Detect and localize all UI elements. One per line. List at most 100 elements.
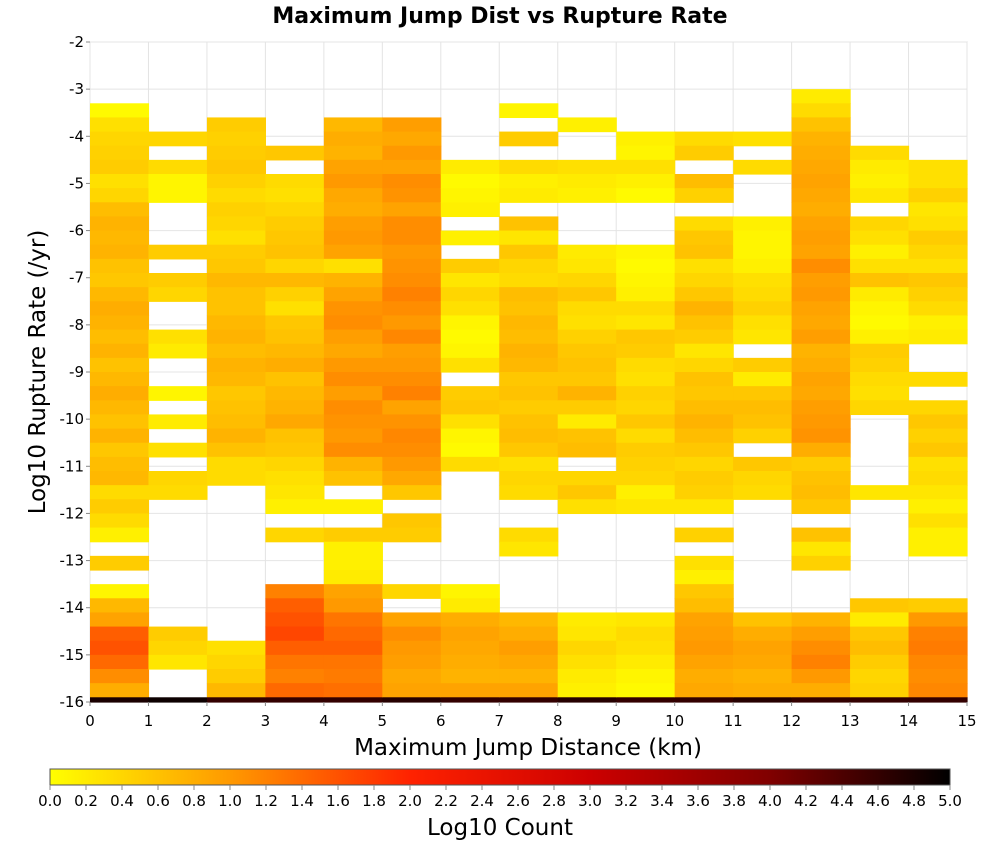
heatmap-cell bbox=[616, 654, 676, 670]
heatmap-cell bbox=[850, 598, 910, 614]
heatmap-cell bbox=[90, 527, 150, 543]
heatmap-cell bbox=[850, 287, 910, 302]
colorbar-tick-label: 4.8 bbox=[902, 792, 926, 810]
x-axis-ticks: 0 1 2 3 4 5 6 7 8 9 10 11 12 13 14 15 bbox=[85, 702, 977, 730]
heatmap-cell bbox=[616, 329, 676, 345]
heatmap-cell bbox=[791, 527, 851, 543]
heatmap-cell bbox=[733, 329, 793, 345]
heatmap-cell bbox=[206, 654, 267, 670]
heatmap-cell bbox=[382, 414, 442, 430]
heatmap-cell bbox=[499, 329, 559, 345]
heatmap-cell bbox=[674, 456, 734, 472]
heatmap-cell bbox=[90, 386, 150, 401]
heatmap-cell bbox=[206, 428, 267, 444]
heatmap-cell bbox=[908, 683, 968, 698]
heatmap-cell bbox=[674, 485, 734, 500]
heatmap-cell bbox=[908, 301, 968, 317]
heatmap-cell bbox=[499, 640, 559, 656]
heatmap-cell bbox=[850, 669, 910, 684]
heatmap-cell bbox=[499, 541, 559, 557]
heatmap-cell bbox=[908, 527, 968, 543]
heatmap-cell bbox=[440, 428, 500, 444]
heatmap-cell bbox=[90, 159, 150, 175]
heatmap-cell bbox=[90, 584, 150, 599]
heatmap-cell bbox=[90, 612, 150, 628]
heatmap-cell bbox=[674, 131, 734, 147]
heatmap-cell bbox=[616, 287, 676, 302]
heatmap-cell bbox=[90, 244, 150, 260]
x-tick-label: 0 bbox=[85, 712, 95, 730]
heatmap-cell bbox=[148, 131, 208, 147]
heatmap-cell bbox=[616, 428, 676, 444]
colorbar-tick-label: 3.2 bbox=[614, 792, 638, 810]
heatmap-cell bbox=[323, 414, 383, 430]
heatmap-cell bbox=[265, 527, 325, 543]
heatmap-cell bbox=[791, 202, 851, 218]
heatmap-cell bbox=[499, 386, 559, 401]
heatmap-cell bbox=[674, 527, 734, 543]
heatmap-cell bbox=[733, 456, 793, 472]
heatmap-cell bbox=[206, 258, 267, 274]
heatmap-cell bbox=[908, 258, 968, 274]
heatmap-cell bbox=[440, 626, 500, 642]
heatmap-cell bbox=[850, 301, 910, 317]
heatmap-cell bbox=[499, 188, 559, 203]
heatmap-cell bbox=[791, 485, 851, 500]
heatmap-cell bbox=[557, 697, 617, 703]
heatmap-cell bbox=[440, 414, 500, 430]
colorbar-tick-label: 2.2 bbox=[434, 792, 458, 810]
y-tick-label: -16 bbox=[60, 693, 85, 711]
heatmap-cell bbox=[265, 428, 325, 444]
heatmap-cell bbox=[616, 499, 676, 515]
heatmap-cell bbox=[440, 258, 500, 274]
colorbar-tick-label: 0.4 bbox=[110, 792, 134, 810]
heatmap-cell bbox=[499, 683, 559, 698]
heatmap-cell bbox=[557, 669, 617, 684]
heatmap-cell bbox=[733, 357, 793, 373]
heatmap-cell bbox=[733, 428, 793, 444]
heatmap-cell bbox=[265, 202, 325, 218]
heatmap-cell bbox=[382, 357, 442, 373]
heatmap-cell bbox=[440, 174, 500, 189]
heatmap-cell bbox=[674, 414, 734, 430]
heatmap-cell bbox=[674, 471, 734, 486]
heatmap-cell bbox=[791, 117, 851, 133]
heatmap-cell bbox=[616, 442, 676, 458]
heatmap-cell bbox=[908, 499, 968, 515]
heatmap-cell bbox=[90, 301, 150, 317]
heatmap-cell bbox=[499, 159, 559, 175]
heatmap-cell bbox=[323, 640, 383, 656]
heatmap-cell bbox=[499, 230, 559, 246]
heatmap-cell bbox=[499, 697, 559, 703]
heatmap-cell bbox=[616, 683, 676, 698]
heatmap-cell bbox=[206, 287, 267, 302]
heatmap-cell bbox=[674, 287, 734, 302]
heatmap-cell bbox=[499, 357, 559, 373]
heatmap-cell bbox=[616, 188, 676, 203]
heatmap-cell bbox=[323, 244, 383, 260]
x-tick-label: 5 bbox=[378, 712, 388, 730]
heatmap-cell bbox=[850, 188, 910, 203]
y-tick-label: -14 bbox=[60, 599, 85, 617]
heatmap-cell bbox=[791, 244, 851, 260]
heatmap-cell bbox=[908, 612, 968, 628]
heatmap-cell bbox=[557, 428, 617, 444]
heatmap-cell bbox=[791, 174, 851, 189]
heatmap-cell bbox=[90, 343, 150, 359]
heatmap-cell bbox=[908, 188, 968, 203]
heatmap-cell bbox=[499, 442, 559, 458]
heatmap-cell bbox=[850, 343, 910, 359]
heatmap-cell bbox=[850, 230, 910, 246]
heatmap-cell bbox=[206, 315, 267, 331]
heatmap-cell bbox=[148, 343, 208, 359]
heatmap-cell bbox=[440, 329, 500, 345]
y-tick-label: -10 bbox=[60, 410, 85, 428]
heatmap-cell bbox=[616, 626, 676, 642]
heatmap-cell bbox=[382, 258, 442, 274]
heatmap-cell bbox=[791, 669, 851, 684]
heatmap-cell bbox=[382, 145, 442, 161]
heatmap-cell bbox=[206, 202, 267, 218]
heatmap-cell bbox=[206, 669, 267, 684]
heatmap-cell bbox=[850, 640, 910, 656]
heatmap-cell bbox=[791, 216, 851, 232]
